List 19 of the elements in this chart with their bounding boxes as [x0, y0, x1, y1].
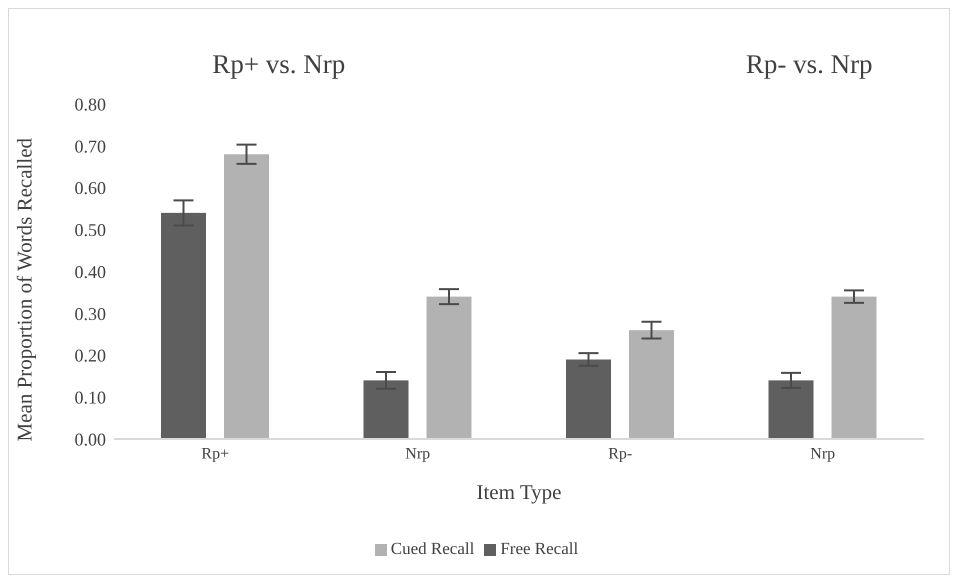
text: Rp+ vs. Nrp [212, 49, 346, 80]
x-tick-label: Nrp [810, 445, 836, 462]
x-tick-label: Rp+ [201, 445, 230, 462]
y-axis-title: Mean Proportion of Words Recalled [12, 137, 36, 442]
y-tick-label: 0.00 [74, 429, 106, 450]
x-axis-title: Item Type [476, 480, 562, 504]
y-tick-label: 0.20 [74, 346, 106, 366]
x-tick-label: Rp- [608, 445, 632, 462]
y-tick-label: 0.40 [74, 262, 106, 282]
legend-label: Free Recall [500, 539, 578, 558]
y-tick-label: 0.30 [74, 304, 106, 324]
y-tick-label: 0.80 [74, 94, 106, 114]
y-tick-label: 0.60 [74, 178, 106, 198]
y-tick-label: 0.70 [74, 136, 106, 156]
text: Rp- vs. Nrp [746, 49, 873, 80]
y-tick-label: 0.50 [74, 220, 106, 240]
legend-label: Cued Recall [390, 539, 474, 558]
y-tick-label: 0.10 [74, 388, 106, 408]
x-tick-label: Nrp [405, 445, 430, 462]
